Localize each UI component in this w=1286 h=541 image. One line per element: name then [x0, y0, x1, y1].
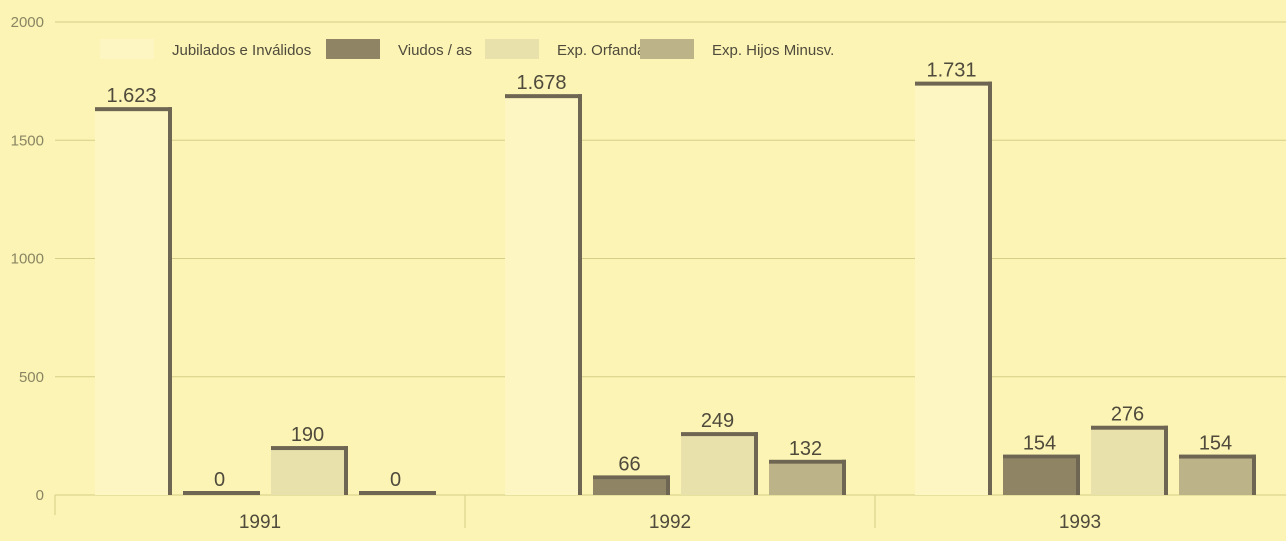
legend-label: Jubilados e Inválidos [172, 42, 311, 59]
bar-top-edge [769, 459, 846, 464]
bar-top-edge [505, 94, 582, 99]
bar-top-edge [1179, 454, 1256, 459]
value-label: 66 [618, 453, 640, 475]
value-label: 1.731 [926, 60, 976, 82]
bar-exp-orfandad-1993 [1091, 425, 1168, 495]
bar-face [769, 463, 842, 495]
bar-viudos-as-1993 [1003, 454, 1080, 495]
bar-top-edge [271, 446, 348, 451]
bar-side-edge [842, 459, 846, 495]
y-tick-label-1500: 1500 [11, 132, 44, 149]
bar-side-edge [754, 432, 758, 495]
y-axis-ticks: 0 500 1000 1500 2000 [11, 14, 44, 504]
bar-top-edge [1091, 425, 1168, 430]
bar-viudos-as-1992 [593, 475, 670, 495]
x-tick-label-1991: 1991 [239, 512, 281, 533]
x-tick-label-1992: 1992 [649, 512, 691, 533]
bar-face [915, 85, 988, 495]
x-axis-ticks: 1991 1992 1993 [239, 512, 1101, 533]
bar-jubilados-e-inv-lidos-1992 [505, 94, 582, 495]
grid-lines [54, 21, 1286, 528]
bar-top-edge [681, 432, 758, 437]
bar-side-edge [344, 446, 348, 495]
bar-side-edge [1076, 454, 1080, 495]
bar-face [95, 111, 168, 496]
x-tick-label-1993: 1993 [1059, 512, 1101, 533]
legend-item-0: Jubilados e Inválidos [100, 39, 311, 59]
value-label: 132 [789, 438, 822, 460]
bar-jubilados-e-inv-lidos-1991 [95, 107, 172, 496]
value-labels: 1.623 0 190 0 1.678 66 249 132 1.731 154 276 154 [106, 60, 1232, 491]
bar-viudos-as-1991 [183, 491, 260, 495]
value-label: 249 [701, 410, 734, 432]
y-tick-label-0: 0 [36, 487, 44, 504]
legend-item-2: Exp. Orfandad [485, 39, 654, 59]
bars [95, 81, 1256, 496]
legend-label: Exp. Orfandad [557, 42, 654, 59]
bar-jubilados-e-inv-lidos-1993 [915, 81, 992, 495]
bar-exp-hijos-minusv--1993 [1179, 454, 1256, 495]
value-label: 190 [291, 424, 324, 446]
bar-top-edge [915, 81, 992, 86]
legend-item-3: Exp. Hijos Minusv. [640, 39, 834, 59]
bar-top-edge [183, 491, 260, 495]
bar-top-edge [95, 107, 172, 112]
legend: Jubilados e Inválidos Viudos / as Exp. Orf… [100, 39, 834, 59]
legend-item-1: Viudos / as [326, 39, 472, 59]
legend-label: Viudos / as [398, 42, 472, 59]
value-label: 1.623 [106, 85, 156, 107]
value-label: 154 [1023, 433, 1056, 455]
bar-exp-hijos-minusv--1992 [769, 459, 846, 495]
y-tick-label-2000: 2000 [11, 14, 44, 31]
bar-face [681, 436, 754, 495]
value-label: 276 [1111, 404, 1144, 426]
value-label: 0 [214, 469, 225, 491]
bar-side-edge [432, 491, 436, 495]
value-label: 1.678 [516, 72, 566, 94]
bar-face [1179, 458, 1252, 495]
bar-side-edge [666, 475, 670, 495]
value-label: 0 [390, 469, 401, 491]
legend-swatch [485, 39, 539, 59]
bar-side-edge [256, 491, 260, 495]
bar-exp-orfandad-1991 [271, 446, 348, 495]
legend-swatch [640, 39, 694, 59]
bar-side-edge [1164, 425, 1168, 495]
bar-exp-orfandad-1992 [681, 432, 758, 495]
legend-swatch [326, 39, 380, 59]
bar-side-edge [988, 81, 992, 495]
value-label: 154 [1199, 433, 1232, 455]
bar-face [271, 450, 344, 495]
bar-side-edge [578, 94, 582, 495]
bar-face [1003, 458, 1076, 495]
y-tick-label-500: 500 [19, 369, 44, 386]
bar-side-edge [1252, 454, 1256, 495]
legend-label: Exp. Hijos Minusv. [712, 42, 834, 59]
y-tick-label-1000: 1000 [11, 251, 44, 268]
bar-face [505, 98, 578, 495]
bar-top-edge [593, 475, 670, 480]
bar-face [593, 479, 666, 495]
bar-exp-hijos-minusv--1991 [359, 491, 436, 495]
bar-face [1091, 429, 1164, 495]
legend-swatch [100, 39, 154, 59]
bar-side-edge [168, 107, 172, 496]
bar-top-edge [359, 491, 436, 495]
bar-top-edge [1003, 454, 1080, 459]
